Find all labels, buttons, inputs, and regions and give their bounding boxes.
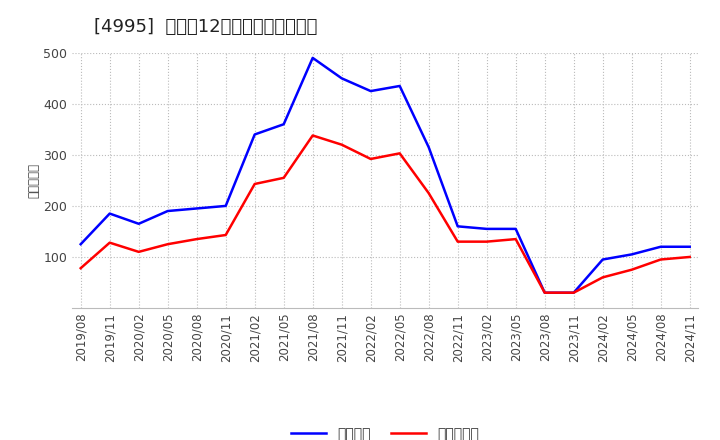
Text: [4995]  利益だ12か月移動合計の推移: [4995] 利益だ12か月移動合計の推移 — [94, 18, 317, 36]
Y-axis label: （百万円）: （百万円） — [27, 163, 40, 198]
当期純利益 — [424, 191, 433, 196]
経常利益 — [76, 242, 85, 247]
Line: 経常利益: 経常利益 — [81, 58, 690, 293]
経常利益 — [511, 226, 520, 231]
当期純利益 — [192, 236, 201, 242]
当期純利益 — [482, 239, 491, 244]
当期純利益 — [163, 242, 172, 247]
当期純利益 — [221, 232, 230, 238]
経常利益 — [657, 244, 665, 249]
当期純利益 — [511, 236, 520, 242]
当期純利益 — [395, 151, 404, 156]
経常利益 — [135, 221, 143, 227]
経常利益 — [598, 257, 607, 262]
当期純利益 — [308, 133, 317, 138]
経常利益 — [454, 224, 462, 229]
経常利益 — [685, 244, 694, 249]
当期純利益 — [135, 249, 143, 254]
当期純利益 — [598, 275, 607, 280]
経常利益 — [424, 145, 433, 150]
当期純利益 — [541, 290, 549, 295]
Legend: 経常利益, 当期純利益: 経常利益, 当期純利益 — [286, 422, 485, 440]
経常利益 — [541, 290, 549, 295]
経常利益 — [366, 88, 375, 94]
経常利益 — [308, 55, 317, 61]
当期純利益 — [685, 254, 694, 260]
経常利益 — [338, 76, 346, 81]
当期純利益 — [366, 156, 375, 161]
当期純利益 — [454, 239, 462, 244]
経常利益 — [221, 203, 230, 209]
当期純利益 — [251, 181, 259, 187]
当期純利益 — [657, 257, 665, 262]
当期純利益 — [105, 240, 114, 246]
当期純利益 — [338, 142, 346, 147]
当期純利益 — [627, 267, 636, 272]
経常利益 — [395, 83, 404, 88]
経常利益 — [570, 290, 578, 295]
経常利益 — [251, 132, 259, 137]
経常利益 — [192, 206, 201, 211]
当期純利益 — [76, 266, 85, 271]
経常利益 — [279, 121, 288, 127]
経常利益 — [105, 211, 114, 216]
経常利益 — [627, 252, 636, 257]
経常利益 — [163, 209, 172, 214]
当期純利益 — [570, 290, 578, 295]
経常利益 — [482, 226, 491, 231]
Line: 当期純利益: 当期純利益 — [81, 136, 690, 293]
当期純利益 — [279, 175, 288, 180]
